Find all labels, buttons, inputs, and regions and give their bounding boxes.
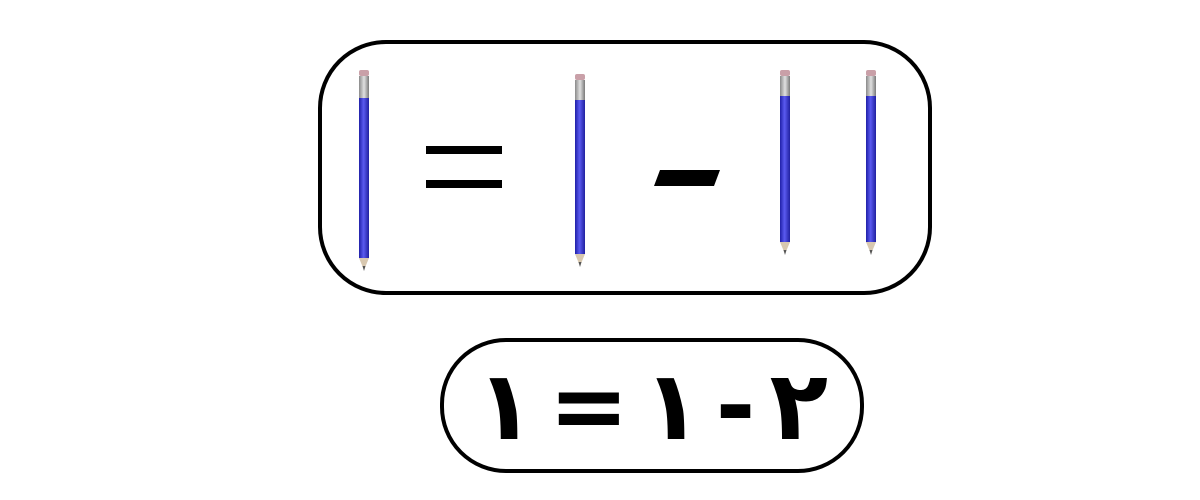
digit-subtrahend: ١	[643, 349, 702, 462]
pencil-1	[359, 70, 369, 271]
pencil-3	[780, 70, 790, 255]
pencil-equation-box	[318, 40, 932, 295]
pencil-4	[866, 70, 876, 255]
number-equation-box: ١ = ١ - ٢	[440, 338, 864, 473]
number-equation: ١ = ١ - ٢	[444, 342, 860, 469]
digit-result: ١	[475, 349, 535, 462]
minus-sign	[654, 170, 720, 186]
equals-sign	[426, 146, 502, 188]
digit-minuend: ٢	[769, 349, 829, 462]
equals-symbol: =	[548, 349, 629, 462]
minus-symbol: -	[715, 349, 756, 462]
pencil-2	[575, 74, 585, 267]
